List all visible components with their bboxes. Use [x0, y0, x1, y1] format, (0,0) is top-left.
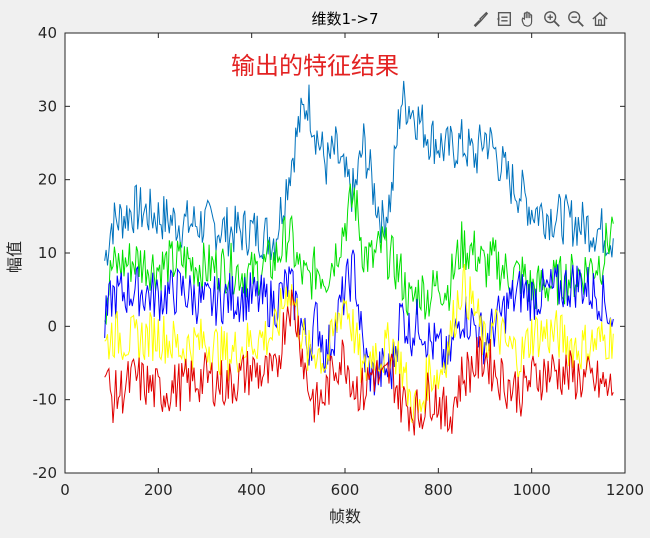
- x-tick-label: 1200: [606, 481, 644, 499]
- y-axis-label: 幅值: [5, 241, 24, 273]
- axes-toolbar: [470, 6, 630, 32]
- y-tick-label: 40: [38, 24, 57, 42]
- y-tick-label: -10: [33, 391, 58, 409]
- y-tick-label: -20: [33, 464, 58, 482]
- pan-icon[interactable]: [518, 9, 538, 29]
- series-line-2: [104, 183, 614, 326]
- x-tick-label: 800: [424, 481, 453, 499]
- zoom-in-icon[interactable]: [542, 9, 562, 29]
- series-layer: [104, 80, 614, 436]
- brush-icon[interactable]: [470, 9, 490, 29]
- x-tick-label: 400: [237, 481, 266, 499]
- series-line-3: [104, 249, 614, 396]
- zoom-out-icon[interactable]: [566, 9, 586, 29]
- y-tick-label: 0: [47, 317, 57, 335]
- x-tick-label: 200: [144, 481, 173, 499]
- x-tick-label: 1000: [513, 481, 551, 499]
- series-line-1: [104, 80, 614, 266]
- plot-area: [65, 33, 625, 473]
- series-line-4: [104, 263, 614, 424]
- y-tick-label: 30: [38, 97, 57, 115]
- data-tips-icon[interactable]: [494, 9, 514, 29]
- y-tick-label: 10: [38, 244, 57, 262]
- series-line-5: [104, 289, 614, 436]
- y-tick-label: 20: [38, 171, 57, 189]
- x-axis-label: 帧数: [329, 507, 361, 526]
- x-tick-label: 0: [60, 481, 70, 499]
- chart-annotation: 输出的特征结果: [231, 52, 399, 80]
- ticks-layer: 0 200 400 600 800 1000 1200 -20 -10 0 10 20 30 40: [33, 24, 645, 499]
- home-icon[interactable]: [590, 9, 610, 29]
- x-tick-label: 600: [331, 481, 360, 499]
- chart-title: 维数1->7: [311, 10, 378, 28]
